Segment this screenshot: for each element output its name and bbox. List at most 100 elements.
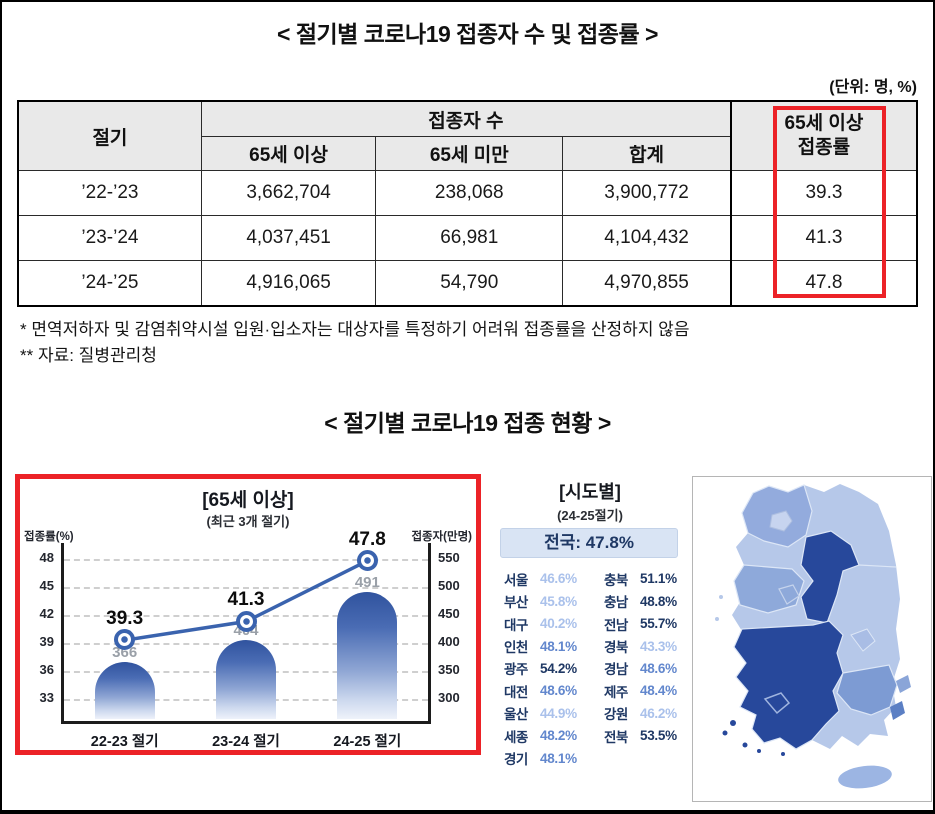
x-axis-label: 23-24 절기 [212,733,280,750]
table-row: ’24-’25 4,916,065 54,790 4,970,855 47.8 [17,260,918,307]
cell-under65: 54,790 [375,260,564,307]
col-header-rate-line1: 65세 이상 [784,113,864,135]
region-value: 45.8% [540,593,577,609]
col-header-rate: 65세 이상 접종률 [729,100,918,171]
chart-bar [94,661,155,719]
region-row: 대전 48.6% [504,680,592,702]
age65-chart-highlight-box: [65세 이상] (최근 3개 절기) 접종률(%) 접종자(만명) 48 550… [15,473,481,755]
cell-under65: 66,981 [375,215,564,261]
map-region-chungbuk [800,530,860,624]
region-row: 경남 48.6% [604,657,692,679]
region-value: 54.2% [540,660,577,676]
cell-season: ’22-’23 [17,170,202,216]
region-value: 40.2% [540,616,577,632]
region-value: 46.6% [540,571,577,587]
map-island [715,616,719,621]
map-island [730,719,736,726]
region-value: 44.9% [540,705,577,721]
region-name: 대구 [504,617,528,633]
region-value: 48.2% [540,728,577,744]
map-region-daejeon-outline [778,583,800,605]
col-header-rate-line2: 접종률 [797,137,851,158]
col-header-total: 합계 [562,136,732,171]
map-region-honam-dark [733,620,844,750]
map-region-chungnam [733,564,805,614]
map-island [757,748,761,753]
cell-rate: 39.3 [729,170,918,216]
region-value: 53.5% [640,728,677,744]
chart-gridline [64,586,428,589]
bar-value-label: 491 [354,573,380,591]
footnote-2: ** 자료: 질병관리청 [20,346,157,366]
footnotes: * 면역저하자 및 감염취약시설 입원·입소자는 대상자를 특정하기 어려워 접… [20,317,933,370]
table-row: ’23-’24 4,037,451 66,981 4,104,432 41.3 [17,215,918,261]
footnote-1: * 면역저하자 및 감염취약시설 입원·입소자는 대상자를 특정하기 어려워 접… [20,320,690,339]
region-row: 부산 45.8% [504,590,592,612]
region-name: 경기 [504,752,528,767]
sido-title: [시도별] [559,481,621,502]
map-region-busan [890,700,905,720]
region-name: 인천 [504,640,528,656]
right-axis-tick: 450 [438,605,460,621]
region-name: 세종 [504,729,528,745]
sido-panel: [시도별] (24-25절기) 전국: 47.8% 서울 46.6% 부산 45.8%… [490,475,933,804]
figure-section: [65세 이상] (최근 3개 절기) 접종률(%) 접종자(만명) 48 550… [2,438,933,804]
region-row: 전북 53.5% [604,724,692,746]
region-value: 48.6% [640,660,677,676]
col-header-count-group: 접종자 수 [200,100,732,137]
map-boundary-gangwon-gyeongbuk [858,564,897,568]
left-axis-tick: 45 [39,577,54,593]
unit-note: (단위: 명, %) [829,79,917,96]
region-name: 대전 [504,684,528,700]
map-region-gwangju-outline [763,691,791,714]
combo-chart-canvas: [65세 이상] (최근 3개 절기) 접종률(%) 접종자(만명) 48 550… [20,479,476,750]
right-axis-label: 접종자(만명) [411,530,472,543]
map-region-gyeongnam [836,664,898,716]
map-region-daegu [850,628,876,652]
region-row: 경기 48.1% [504,747,592,769]
region-name: 부산 [504,595,528,611]
page-title: < 절기별 코로나19 접종자 수 및 접종률 > [277,21,658,47]
region-name: 제주 [604,684,628,700]
table-section: 절기 접종자 수 65세 이상 접종률 65세 이상 65세 미만 합계 ’22… [17,100,918,307]
x-axis-label: 22-23 절기 [90,733,159,750]
region-name: 전북 [604,729,628,745]
left-axis-label: 접종률(%) [24,530,74,543]
region-name: 경북 [604,640,628,656]
region-name: 서울 [504,572,528,588]
region-value: 55.7% [640,616,677,632]
cell-under65: 238,068 [375,170,564,216]
cell-65plus: 3,662,704 [200,170,377,216]
map-region-jeju [838,765,892,789]
table-row: ’22-’23 3,662,704 238,068 3,900,772 39.3 [17,170,918,216]
region-row: 충남 48.8% [604,590,692,612]
left-axis-tick: 48 [39,549,54,565]
line-value-label: 47.8 [348,528,386,550]
left-axis-tick: 42 [39,605,54,621]
left-axis-tick: 39 [39,633,54,649]
region-value: 46.2% [640,705,677,721]
cell-total: 4,104,432 [562,215,732,261]
right-axis-tick: 550 [438,549,460,565]
map-region-seoul [769,510,793,532]
chart-bar [216,640,276,719]
region-row: 경북 43.3% [604,635,692,657]
region-value: 51.1% [640,571,677,587]
cell-rate: 47.8 [729,260,918,307]
region-value: 48.6% [540,683,577,699]
cell-65plus: 4,916,065 [200,260,377,307]
region-value: 48.4% [640,683,677,699]
region-name: 경남 [604,662,628,678]
cell-total: 4,970,855 [562,260,732,307]
x-axis-label: 24-25 절기 [333,733,402,750]
region-column-right: 충북 51.1% 충남 48.8% 전남 55.7% 경북 43.3% 경남 48.6% 제주 48.… [604,568,692,770]
region-name: 전남 [604,617,628,633]
region-name: 광주 [504,662,528,678]
x-axis-line [61,720,431,724]
region-row: 인천 48.1% [504,635,592,657]
right-axis-tick: 400 [438,633,460,649]
map-island [781,751,785,756]
right-axis-tick: 500 [438,577,460,593]
region-row: 울산 44.9% [504,702,592,724]
